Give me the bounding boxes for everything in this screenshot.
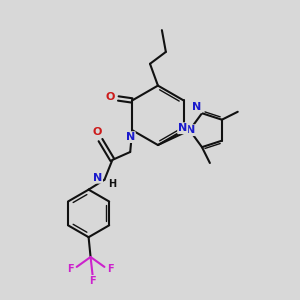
Text: N: N (192, 102, 202, 112)
Text: O: O (106, 92, 115, 103)
Text: N: N (93, 173, 102, 183)
Text: O: O (93, 127, 102, 137)
Text: N: N (186, 125, 195, 135)
Text: F: F (107, 264, 114, 274)
Text: F: F (68, 264, 74, 274)
Text: N: N (178, 123, 187, 133)
Text: H: H (108, 179, 116, 189)
Text: N: N (126, 132, 135, 142)
Text: F: F (89, 276, 96, 286)
